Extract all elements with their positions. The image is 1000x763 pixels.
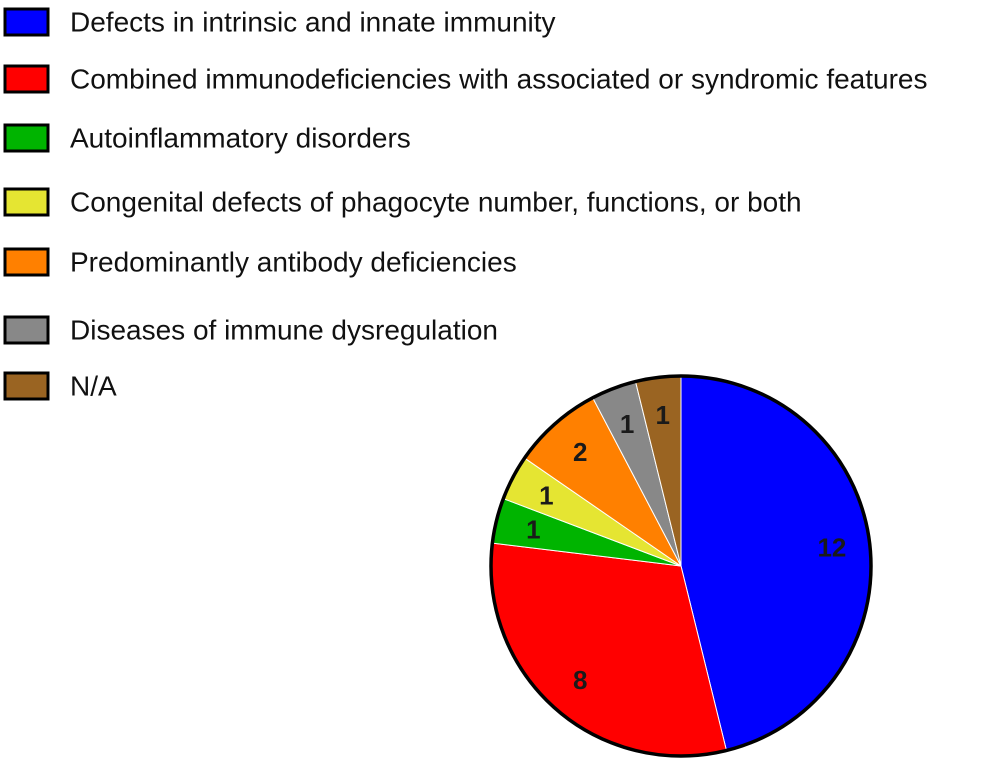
pie-data-label: 1 [526, 515, 540, 545]
chart-legend: Defects in intrinsic and innate immunity… [3, 7, 928, 402]
legend-label: Combined immunodeficiencies with associa… [70, 64, 928, 95]
legend-swatch [3, 247, 50, 277]
pie-data-label: 1 [539, 480, 553, 510]
legend-label: N/A [70, 371, 117, 402]
pie-data-label: 2 [573, 437, 587, 467]
pie-data-label: 1 [620, 409, 634, 439]
legend-item: N/A [3, 371, 117, 402]
pie-outline [489, 374, 873, 758]
legend-swatch [3, 315, 50, 345]
legend-item: Combined immunodeficiencies with associa… [3, 64, 928, 95]
legend-item: Autoinflammatory disorders [3, 123, 411, 154]
legend-item: Congenital defects of phagocyte number, … [3, 187, 802, 218]
legend-swatch [3, 64, 50, 94]
pie-data-label: 1 [655, 400, 669, 430]
legend-label: Autoinflammatory disorders [70, 123, 411, 154]
pie-data-label: 8 [573, 665, 587, 695]
legend-swatch [3, 187, 50, 217]
legend-label: Predominantly antibody deficiencies [70, 247, 517, 278]
legend-swatch [3, 371, 50, 401]
legend-swatch [3, 123, 50, 153]
legend-swatch [3, 7, 50, 37]
legend-label: Diseases of immune dysregulation [70, 315, 498, 346]
legend-label: Defects in intrinsic and innate immunity [70, 7, 556, 38]
pie-data-label: 12 [817, 533, 846, 563]
legend-item: Diseases of immune dysregulation [3, 315, 498, 346]
legend-label: Congenital defects of phagocyte number, … [70, 187, 802, 218]
legend-item: Predominantly antibody deficiencies [3, 247, 517, 278]
legend-item: Defects in intrinsic and innate immunity [3, 7, 556, 38]
